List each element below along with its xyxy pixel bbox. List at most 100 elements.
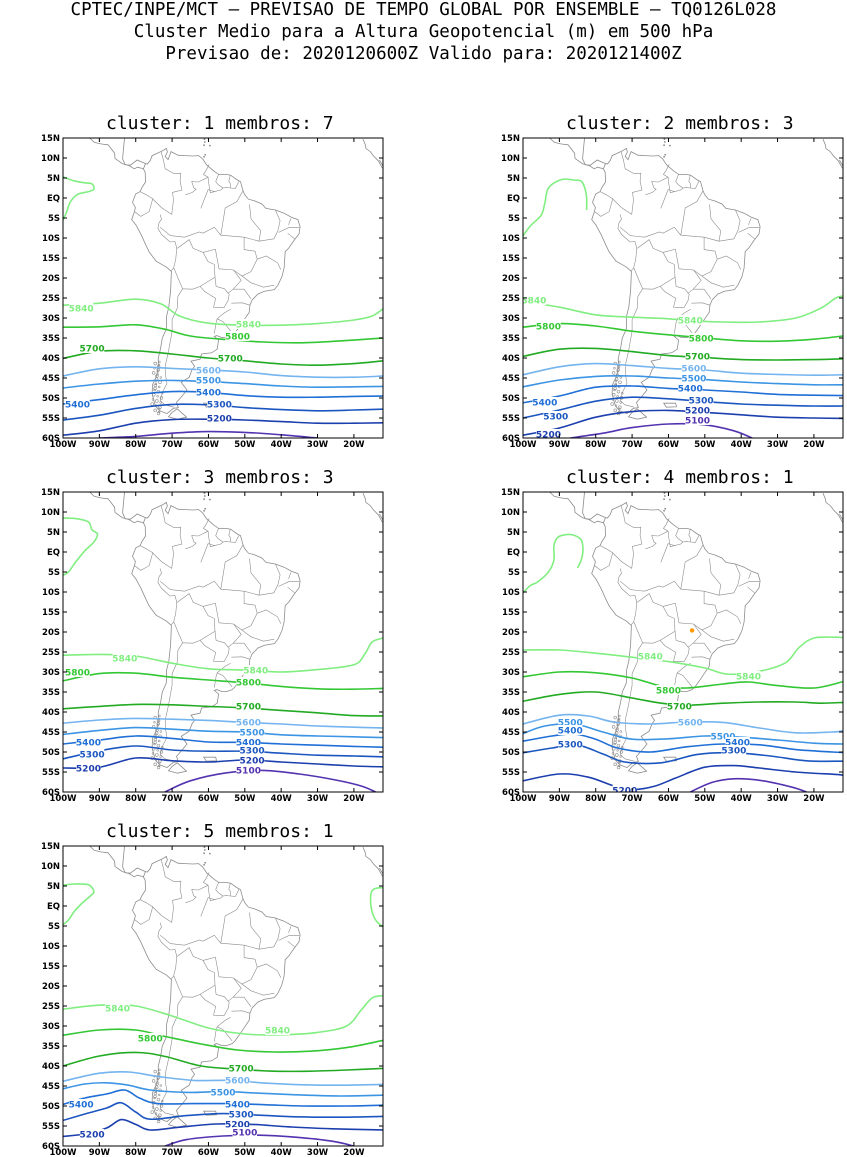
contour-line-5400: [63, 735, 383, 748]
country-border: [157, 922, 178, 980]
lat-label: 45S: [502, 374, 520, 384]
small-island: [203, 863, 205, 866]
fjord-island: [156, 722, 160, 726]
lon-label: 90W: [89, 794, 111, 804]
contour-label-5500: 5500: [210, 1088, 235, 1098]
lat-label: 15N: [501, 134, 520, 144]
contour-line-5840: [63, 637, 383, 673]
fjord-island: [154, 1085, 159, 1089]
fjord-island: [619, 401, 622, 404]
country-border: [738, 227, 760, 233]
contour-label-bg: [558, 739, 583, 749]
lat-label: 60S: [502, 788, 520, 798]
fjord-island: [613, 408, 617, 413]
contour-line-5400: [63, 1089, 383, 1107]
small-island: [204, 861, 207, 864]
contour-label-bg: [105, 1003, 130, 1013]
lat-label: EQ: [507, 548, 520, 558]
contour-label-5200: 5200: [612, 786, 637, 796]
country-border: [688, 529, 691, 542]
contour-label-5400: 5400: [69, 1100, 94, 1110]
small-island: [203, 509, 205, 512]
country-border: [691, 656, 710, 660]
lon-label: 80W: [585, 794, 607, 804]
contour-label-5600: 5600: [678, 718, 703, 728]
country-border: [278, 935, 300, 941]
fjord-island: [159, 730, 163, 733]
contour-label-5300: 5300: [558, 740, 583, 750]
lon-label: 50W: [234, 794, 256, 804]
contour-label-5700: 5700: [80, 344, 105, 354]
small-island: [209, 498, 211, 501]
contour-line-5840: [369, 886, 383, 928]
country-border: [617, 568, 638, 626]
lat-label: 20S: [502, 628, 520, 638]
lat-label: 5N: [47, 528, 60, 538]
lon-label: 80W: [125, 794, 147, 804]
country-border: [747, 586, 755, 594]
contour-label-5840: 5840: [112, 654, 137, 664]
lat-label: 25S: [42, 1002, 60, 1012]
contour-label-bg: [210, 1087, 236, 1097]
contour-label-5400: 5400: [532, 398, 557, 408]
country-border: [231, 302, 250, 306]
lat-label: 10S: [502, 588, 520, 598]
lon-label: 60W: [198, 794, 220, 804]
country-border: [677, 672, 693, 687]
africa-coastline: [362, 847, 383, 877]
contour-label-bg: [710, 731, 736, 741]
contour-label-5500: 5500: [681, 374, 706, 384]
fjord-island: [156, 395, 159, 398]
lat-label: 10N: [501, 154, 520, 164]
fjord-island: [619, 376, 623, 379]
small-island: [203, 138, 206, 141]
country-border: [662, 237, 718, 277]
fjord-island: [616, 389, 621, 394]
country-border: [278, 227, 300, 233]
africa-coastline: [362, 139, 383, 169]
country-border: [202, 945, 258, 985]
country-border: [662, 164, 700, 194]
contour-label-bg: [218, 353, 243, 363]
lat-label: 5N: [507, 528, 520, 538]
contour-label-bg: [196, 375, 221, 385]
map-frame: [62, 845, 384, 1147]
contour-label-bg: [225, 1075, 250, 1085]
lon-label: 70W: [161, 794, 183, 804]
lat-label: 40S: [42, 1062, 60, 1072]
contour-label-bg: [523, 295, 547, 305]
country-border: [227, 269, 242, 294]
lon-label: 70W: [621, 794, 643, 804]
fjord-island: [613, 367, 616, 370]
lon-label: 100W: [49, 794, 77, 804]
lat-label: 45S: [42, 374, 60, 384]
country-border: [228, 175, 231, 188]
lon-label: 20W: [343, 794, 365, 804]
contour-label-bg: [678, 383, 703, 393]
country-border: [157, 214, 178, 272]
contour-label-bg: [532, 397, 558, 407]
figure-title-line3: Previsao de: 2020120600Z Valido para: 20…: [165, 44, 682, 64]
contour-label-5840: 5840: [236, 320, 261, 330]
contour-label-5400: 5400: [678, 384, 703, 394]
lon-label: 40W: [271, 1148, 293, 1157]
contour-label-5400: 5400: [725, 738, 750, 748]
country-border: [228, 883, 231, 896]
country-border: [220, 898, 244, 944]
country-border: [287, 940, 295, 948]
country-border: [288, 572, 292, 579]
fjord-island: [614, 377, 619, 381]
contour-line-5800: [523, 670, 843, 689]
country-border: [202, 591, 258, 631]
country-border: [200, 897, 215, 917]
country-border: [687, 623, 702, 648]
small-island: [203, 155, 205, 158]
tierra-del-fuego: [167, 408, 188, 420]
contour-line-5840: [63, 298, 383, 327]
falkland-islands: [662, 402, 677, 408]
small-island: [203, 852, 205, 855]
lat-label: 15S: [502, 254, 520, 264]
small-island: [663, 495, 666, 497]
